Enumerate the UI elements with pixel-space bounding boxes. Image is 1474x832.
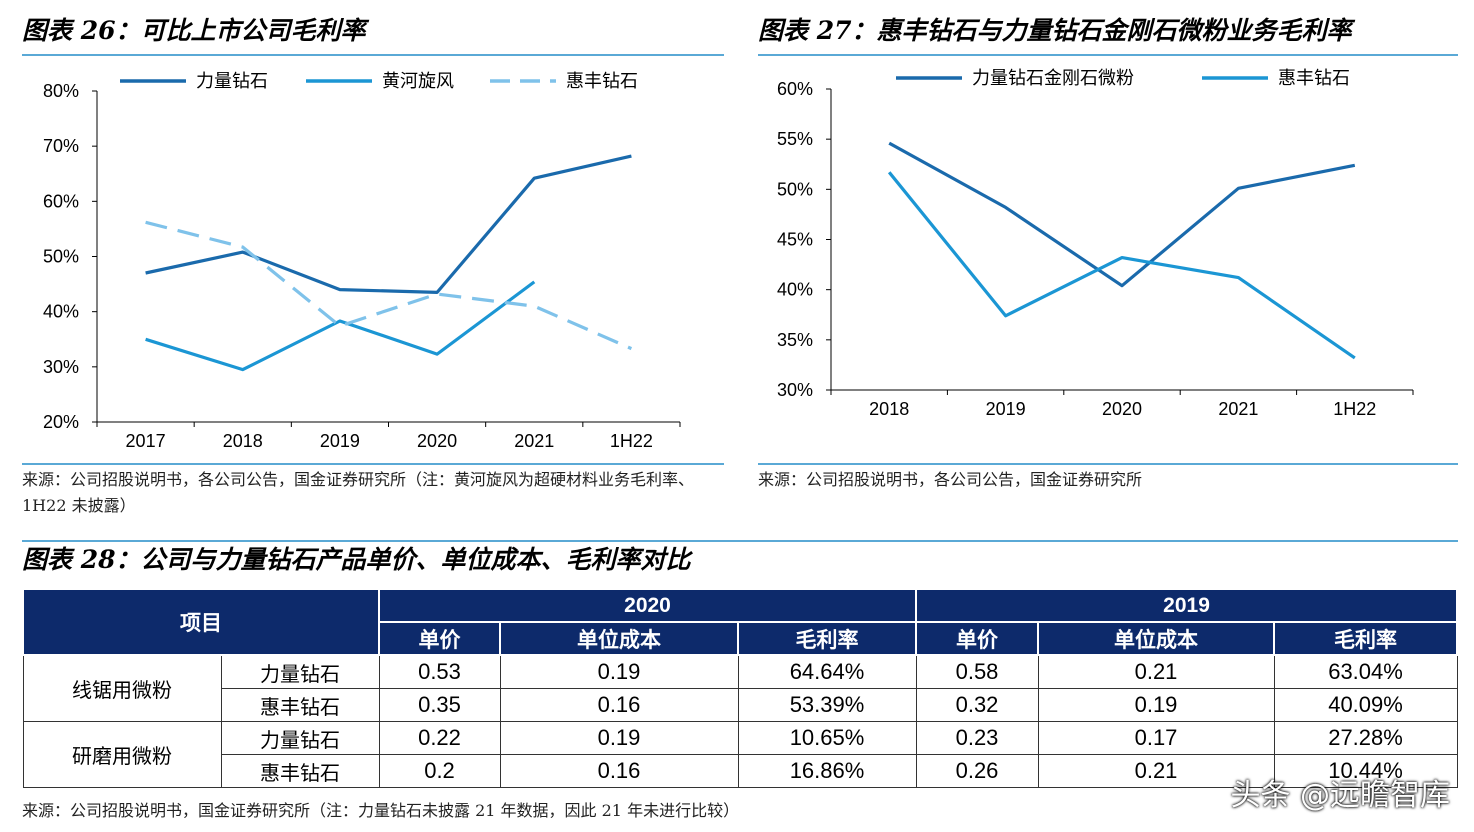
figure-26-chart: 20% 30% 40% 50% 60% 70% 80% 2017 2018 2019 2020 202… bbox=[43, 71, 681, 451]
legend-label: 力量钻石金刚石微粉 bbox=[972, 68, 1134, 89]
y-tick-label: 30% bbox=[777, 380, 813, 400]
x-tick-label: 1H22 bbox=[610, 431, 653, 451]
figure-26-title: 图表 26：可比上市公司毛利率 bbox=[22, 16, 366, 45]
company-cell: 力量钻石 bbox=[220, 654, 380, 689]
y-tick-label: 70% bbox=[43, 136, 79, 156]
legend-label: 惠丰钻石 bbox=[566, 71, 638, 92]
legend-label: 力量钻石 bbox=[196, 71, 268, 92]
figure-28-source: 来源：公司招股说明书，国金证券研究所（注：力量钻石未披露 21 年数据，因此 2… bbox=[22, 801, 740, 820]
comparison-table: 项目 2020 2019 单价 单位成本 毛利率 单价 单位成本 毛利率 线锯用… bbox=[22, 588, 1459, 788]
value-cell: 0.26 bbox=[915, 754, 1039, 788]
table-row: 惠丰钻石 0.35 0.16 53.39% 0.32 0.19 40.09% bbox=[23, 688, 1458, 722]
value-cell: 0.22 bbox=[378, 721, 501, 755]
value-cell: 0.19 bbox=[499, 654, 739, 689]
figure-27-chart: 30% 35% 40% 45% 50% 55% 60% 2018 2019 2020 2021 1H2… bbox=[777, 68, 1414, 419]
value-cell: 0.53 bbox=[378, 654, 501, 689]
value-cell: 0.23 bbox=[915, 721, 1039, 755]
header-col: 单位成本 bbox=[1037, 621, 1276, 656]
header-col: 单价 bbox=[378, 621, 501, 656]
table-header-row-2: 单价 单位成本 毛利率 单价 单位成本 毛利率 bbox=[23, 621, 1459, 656]
figure-26-top-rule bbox=[22, 54, 724, 56]
series-line-0 bbox=[145, 154, 632, 294]
y-tick-label: 60% bbox=[777, 79, 813, 99]
figure-27-source: 来源：公司招股说明书，各公司公告，国金证券研究所 bbox=[758, 470, 1143, 489]
figure-27-top-rule bbox=[758, 54, 1458, 56]
value-cell: 0.16 bbox=[499, 688, 739, 722]
figure-28-title: 图表 28：公司与力量钻石产品单价、单位成本、毛利率对比 bbox=[22, 545, 691, 574]
figure-28-top-rule bbox=[22, 540, 1458, 542]
y-tick-label: 30% bbox=[43, 357, 79, 377]
value-cell: 0.19 bbox=[499, 721, 739, 755]
header-col: 毛利率 bbox=[736, 621, 918, 656]
figure-27-bottom-rule bbox=[758, 463, 1458, 465]
y-tick-label: 55% bbox=[777, 129, 813, 149]
table-header-row-1: 项目 2020 2019 bbox=[22, 588, 1459, 656]
value-cell: 27.28% bbox=[1273, 721, 1458, 755]
x-tick-label: 2019 bbox=[986, 399, 1026, 419]
value-cell: 0.21 bbox=[1037, 654, 1275, 689]
x-tick-label: 2017 bbox=[126, 431, 166, 451]
company-cell: 惠丰钻石 bbox=[220, 688, 380, 722]
figure-26-bottom-rule bbox=[22, 463, 724, 465]
y-tick-label: 20% bbox=[43, 412, 79, 432]
company-cell: 惠丰钻石 bbox=[220, 754, 380, 788]
value-cell: 16.86% bbox=[737, 754, 917, 788]
table-row: 研磨用微粉 力量钻石 0.22 0.19 10.65% 0.23 0.17 27… bbox=[22, 721, 1458, 788]
y-tick-label: 80% bbox=[43, 81, 79, 101]
header-year-2020: 2020 bbox=[377, 588, 918, 623]
legend-label: 黄河旋风 bbox=[382, 71, 454, 92]
group-label: 线锯用微粉 bbox=[22, 654, 222, 722]
header-item: 项目 bbox=[22, 588, 380, 656]
y-tick-label: 40% bbox=[777, 280, 813, 300]
legend-label: 惠丰钻石 bbox=[1278, 68, 1350, 89]
x-tick-label: 2021 bbox=[1218, 399, 1258, 419]
x-tick-label: 2018 bbox=[223, 431, 263, 451]
value-cell: 64.64% bbox=[737, 654, 917, 689]
x-tick-label: 2020 bbox=[1102, 399, 1142, 419]
x-tick-label: 2019 bbox=[320, 431, 360, 451]
figure-26-source: 来源：公司招股说明书，各公司公告，国金证券研究所（注：黄河旋风为超硬材料业务毛利… bbox=[22, 470, 695, 515]
value-cell: 0.19 bbox=[1037, 688, 1275, 722]
value-cell: 0.32 bbox=[915, 688, 1039, 722]
y-tick-label: 45% bbox=[777, 230, 813, 250]
value-cell: 0.17 bbox=[1037, 721, 1275, 755]
table-row: 线锯用微粉 力量钻石 0.53 0.19 64.64% 0.58 0.21 63… bbox=[22, 654, 1458, 722]
value-cell: 0.2 bbox=[378, 754, 501, 788]
header-col: 单价 bbox=[915, 621, 1040, 656]
value-cell: 40.09% bbox=[1273, 688, 1458, 722]
value-cell: 63.04% bbox=[1273, 654, 1458, 689]
series-line-1 bbox=[145, 280, 536, 372]
header-col: 毛利率 bbox=[1273, 621, 1459, 656]
y-tick-label: 50% bbox=[777, 179, 813, 199]
series-line-2 bbox=[145, 220, 633, 351]
y-tick-label: 60% bbox=[43, 191, 79, 211]
figure-27-title: 图表 27：惠丰钻石与力量钻石金刚石微粉业务毛利率 bbox=[758, 16, 1352, 45]
x-tick-label: 2021 bbox=[514, 431, 554, 451]
y-tick-label: 50% bbox=[43, 247, 79, 267]
value-cell: 0.16 bbox=[499, 754, 739, 788]
header-year-2019: 2019 bbox=[915, 588, 1459, 623]
value-cell: 10.65% bbox=[737, 721, 917, 755]
company-cell: 力量钻石 bbox=[220, 721, 380, 755]
value-cell: 0.58 bbox=[915, 654, 1039, 689]
value-cell: 53.39% bbox=[737, 688, 917, 722]
value-cell: 0.21 bbox=[1037, 754, 1275, 788]
x-tick-label: 1H22 bbox=[1333, 399, 1376, 419]
y-tick-label: 35% bbox=[777, 330, 813, 350]
value-cell: 10.44% bbox=[1273, 754, 1458, 788]
watermark: 头条 @远瞻智库 bbox=[1230, 778, 1450, 813]
series-line-1 bbox=[887, 171, 1356, 360]
table-row: 惠丰钻石 0.2 0.16 16.86% 0.26 0.21 10.44% bbox=[23, 754, 1458, 788]
value-cell: 0.35 bbox=[378, 688, 501, 722]
x-tick-label: 2018 bbox=[869, 399, 909, 419]
group-label: 研磨用微粉 bbox=[22, 721, 222, 788]
x-tick-label: 2020 bbox=[417, 431, 457, 451]
header-col: 单位成本 bbox=[499, 621, 739, 656]
y-tick-label: 40% bbox=[43, 302, 79, 322]
series-line-0 bbox=[888, 141, 1356, 288]
